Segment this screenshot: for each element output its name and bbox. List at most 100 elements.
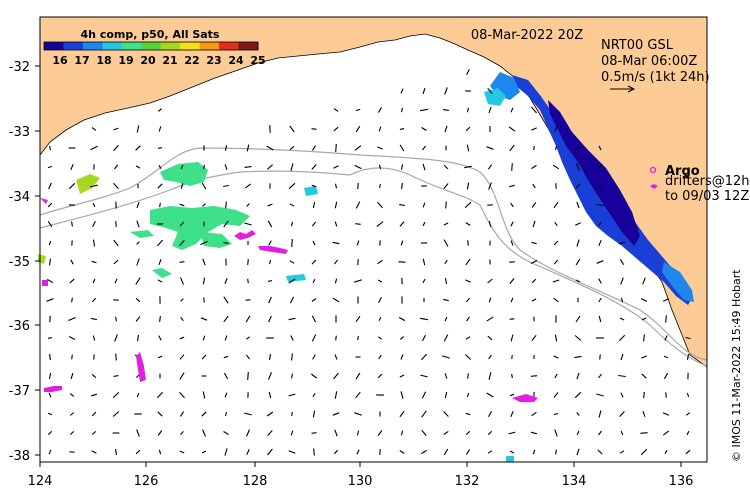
velocity-vector	[246, 203, 250, 207]
velocity-vector	[312, 354, 316, 360]
velocity-vector	[157, 147, 163, 149]
velocity-vector	[619, 259, 625, 265]
velocity-vector	[443, 448, 449, 456]
velocity-vector	[576, 239, 580, 247]
velocity-vector	[531, 127, 537, 131]
velocity-vector	[466, 107, 470, 113]
velocity-vector	[89, 184, 99, 188]
velocity-vector	[246, 336, 250, 340]
velocity-vector	[399, 221, 405, 227]
velocity-vector	[136, 241, 140, 245]
velocity-vector	[662, 412, 670, 416]
velocity-vector	[643, 334, 645, 342]
sst-coastal-darkest	[548, 100, 640, 246]
velocity-vector	[113, 375, 119, 377]
velocity-vector	[618, 334, 626, 342]
velocity-vector	[355, 201, 361, 209]
velocity-vector	[444, 125, 448, 133]
velocity-vector	[290, 373, 294, 379]
velocity-vector	[223, 220, 229, 228]
velocity-vector	[246, 144, 250, 152]
velocity-vector	[598, 410, 602, 418]
velocity-vector	[531, 202, 537, 208]
velocity-vector	[224, 164, 228, 170]
velocity-vector	[662, 430, 670, 436]
y-tick-label: -38	[9, 449, 30, 464]
colorbar-gradient	[44, 42, 259, 50]
velocity-vector	[421, 127, 427, 131]
velocity-vector	[113, 259, 119, 265]
info-block: NRT00 GSL 08-Mar 06:00Z 0.5m/s (1kt 24h)	[601, 38, 710, 93]
velocity-vector	[466, 392, 470, 398]
velocity-vector	[289, 125, 295, 133]
velocity-vector	[311, 432, 317, 434]
colorbar-swatch	[82, 42, 103, 50]
velocity-vector	[620, 353, 624, 361]
colorbar-tick: 18	[96, 54, 111, 67]
velocity-vector	[48, 182, 52, 190]
velocity-vector	[136, 334, 140, 342]
velocity-vector	[114, 448, 118, 456]
velocity-vector	[244, 166, 252, 168]
velocity-vector	[486, 392, 494, 398]
velocity-vector	[224, 145, 228, 151]
x-tick-label: 124	[28, 474, 53, 489]
velocity-vector	[618, 241, 626, 245]
velocity-vector	[443, 222, 449, 226]
velocity-vector	[576, 372, 580, 380]
velocity-vector	[355, 223, 361, 225]
velocity-vector	[378, 354, 382, 360]
velocity-vector	[443, 334, 449, 342]
velocity-vector	[488, 106, 492, 114]
velocity-vector	[223, 184, 229, 188]
velocity-vector	[246, 448, 250, 456]
velocity-vector	[467, 240, 469, 246]
velocity-vector	[288, 450, 296, 454]
velocity-vector	[575, 315, 581, 323]
velocity-vector	[200, 317, 208, 321]
velocity-vector	[420, 353, 428, 361]
velocity-vector	[598, 222, 602, 226]
velocity-vector	[467, 373, 469, 379]
velocity-vector	[92, 202, 96, 208]
velocity-vector	[378, 164, 382, 170]
x-tick-label: 128	[243, 474, 268, 489]
velocity-vector	[444, 391, 448, 399]
velocity-vector	[180, 164, 184, 170]
velocity-vector	[202, 277, 206, 285]
velocity-vector	[223, 372, 229, 380]
velocity-vector	[180, 183, 184, 189]
velocity-vector	[266, 411, 274, 417]
velocity-vector	[244, 222, 252, 226]
velocity-vector	[112, 391, 120, 399]
velocity-vector	[334, 221, 338, 227]
velocity-vector	[444, 373, 448, 379]
velocity-vector	[378, 107, 382, 113]
velocity-vector	[202, 203, 206, 207]
colorbar-tick: 24	[228, 54, 244, 67]
velocity-vector	[48, 372, 52, 380]
legend: Argo drifters@12h to 09/03 12Z	[649, 164, 750, 204]
velocity-vector	[311, 128, 317, 130]
velocity-vector	[311, 184, 317, 188]
velocity-vector	[530, 431, 538, 435]
velocity-vector	[179, 203, 185, 207]
velocity-vector	[312, 240, 316, 246]
velocity-vector	[179, 354, 185, 360]
velocity-vector	[640, 448, 648, 456]
velocity-vector	[685, 336, 691, 340]
velocity-vector	[355, 125, 361, 133]
velocity-vector	[290, 335, 294, 341]
sst-cyan-patch	[484, 88, 506, 106]
velocity-vector	[487, 430, 493, 436]
velocity-vector	[224, 411, 228, 417]
velocity-vector	[46, 278, 54, 284]
velocity-vector	[576, 163, 580, 171]
velocity-vector	[663, 372, 669, 380]
velocity-vector	[247, 371, 249, 381]
colorbar-tick: 20	[140, 54, 156, 67]
velocity-vector	[92, 278, 96, 284]
velocity-vector	[488, 372, 492, 380]
velocity-vector	[422, 258, 426, 266]
